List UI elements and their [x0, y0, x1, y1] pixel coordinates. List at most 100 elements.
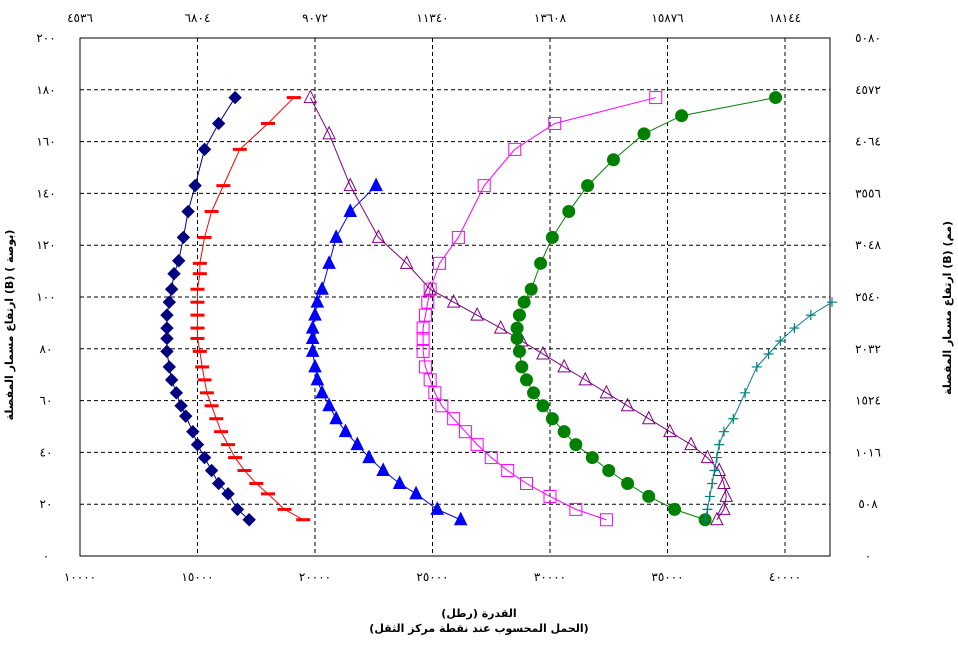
- x-tick-label-bottom: ١٠٠٠٠: [64, 570, 96, 584]
- data-point: [684, 436, 698, 451]
- data-point: [197, 378, 212, 382]
- data-point: [675, 109, 689, 123]
- data-point: [197, 142, 212, 157]
- y-tick-label-left: ٢٠٠: [36, 31, 55, 45]
- data-point: [171, 254, 186, 268]
- data-point: [775, 336, 786, 347]
- data-point: [719, 488, 734, 502]
- data-point: [376, 462, 390, 477]
- data-point: [704, 491, 715, 502]
- data-point: [160, 331, 174, 346]
- data-point: [433, 256, 447, 270]
- data-point: [369, 177, 383, 192]
- data-point: [277, 507, 292, 511]
- data-point: [230, 502, 245, 517]
- x-tick-label-bottom: ٣٥٠٠٠: [651, 570, 683, 584]
- data-point: [164, 282, 179, 296]
- data-point: [416, 344, 430, 358]
- data-point: [195, 365, 210, 369]
- x-tick-label-top: ١٨١٤٤: [769, 11, 801, 25]
- y-tick-label-left: ٦٠: [40, 394, 53, 408]
- data-point: [569, 502, 583, 516]
- data-point: [517, 295, 531, 309]
- data-point: [343, 177, 358, 192]
- x-tick-label-top: ١٣٦٠٨: [534, 11, 567, 25]
- series-line: [309, 97, 727, 521]
- data-point: [305, 330, 320, 344]
- y-axis-title-right: ارتفاع مسمار المفصلة (B) (مم): [941, 221, 954, 395]
- y-axis-title-left: ارتفاع مسمار المفصلة (B) ( بوصة): [3, 230, 16, 421]
- series-line: [422, 97, 656, 521]
- data-point: [174, 399, 188, 413]
- data-point: [668, 502, 682, 516]
- data-point: [286, 96, 301, 100]
- data-point: [641, 410, 656, 425]
- data-point: [310, 294, 325, 308]
- data-point: [435, 399, 449, 413]
- data-point: [637, 127, 651, 141]
- data-point: [642, 489, 656, 503]
- data-point: [702, 504, 713, 515]
- y-tick-label-right: ٣٠٤٨: [855, 238, 881, 252]
- data-point: [700, 449, 715, 464]
- data-point: [160, 321, 174, 335]
- data-point: [190, 313, 205, 317]
- data-point: [423, 281, 437, 295]
- data-point: [805, 310, 816, 321]
- data-point: [190, 300, 205, 304]
- data-point: [338, 423, 353, 438]
- data-point: [599, 513, 613, 527]
- data-point: [310, 371, 325, 386]
- y-tick-label-left: ١٤٠: [36, 186, 55, 200]
- data-point: [740, 387, 751, 398]
- data-point: [446, 294, 461, 308]
- data-point: [447, 412, 461, 426]
- data-point: [585, 451, 599, 465]
- x-tick-label-top: ١١٣٤٠: [416, 11, 448, 25]
- data-point: [416, 321, 430, 335]
- data-point: [190, 326, 205, 330]
- data-point: [162, 295, 177, 309]
- x-tick-label-top: ٤٥٣٦: [67, 11, 93, 25]
- data-point: [322, 397, 336, 412]
- data-point: [484, 451, 498, 465]
- y-tick-label-right: ٥٠٨: [858, 497, 878, 511]
- data-point: [493, 319, 508, 334]
- data-point: [512, 308, 526, 322]
- data-point: [211, 116, 226, 131]
- data-point: [305, 343, 320, 357]
- data-point: [663, 423, 677, 438]
- data-point: [221, 487, 235, 501]
- data-point: [548, 116, 562, 130]
- data-point: [508, 142, 522, 156]
- data-point: [315, 281, 329, 295]
- data-point: [621, 476, 635, 490]
- y-tick-label-left: ١٢٠: [36, 238, 55, 252]
- data-point: [204, 210, 219, 214]
- data-point: [197, 235, 212, 239]
- data-point: [350, 436, 365, 451]
- y-tick-label-right: ٢٥٤٠: [855, 290, 881, 304]
- data-point: [543, 489, 557, 503]
- data-point: [520, 476, 533, 490]
- data-point: [717, 475, 731, 489]
- data-point: [620, 397, 635, 412]
- series-5: [416, 91, 663, 527]
- data-point: [534, 256, 548, 270]
- data-point: [199, 391, 214, 395]
- data-point: [409, 485, 423, 500]
- y-tick-label-right: ١٥٢٤: [855, 394, 881, 408]
- data-point: [569, 438, 583, 452]
- data-point: [192, 272, 207, 276]
- data-point: [718, 426, 729, 437]
- data-point: [261, 492, 275, 496]
- data-point: [709, 465, 720, 476]
- data-point: [557, 425, 571, 439]
- data-point: [501, 464, 515, 478]
- x-tick-label-bottom: ٣٠٠٠٠: [534, 570, 566, 584]
- data-point: [470, 307, 484, 321]
- data-point: [527, 386, 541, 400]
- x-axis-title: القدرة (رطل): [441, 607, 517, 620]
- data-point: [557, 358, 571, 373]
